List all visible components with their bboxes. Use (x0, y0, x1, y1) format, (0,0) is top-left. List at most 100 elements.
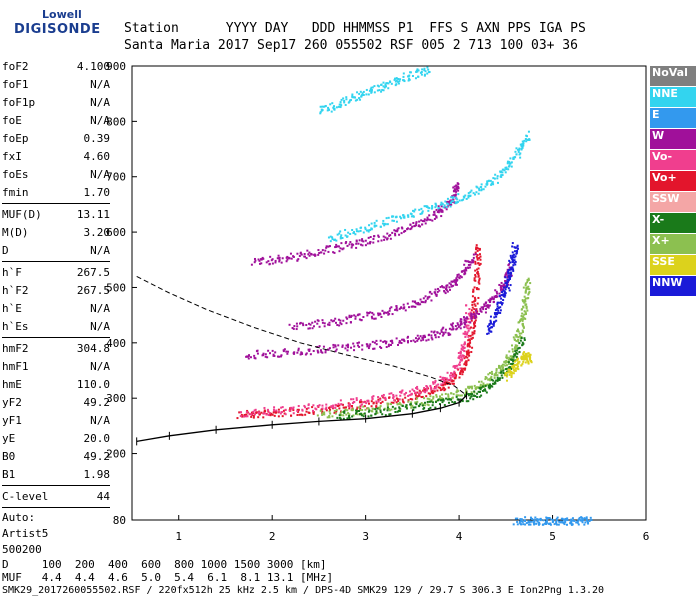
echo-point (459, 327, 462, 330)
echo-point (514, 263, 517, 266)
echo-point (441, 393, 444, 396)
echo-point (483, 303, 486, 306)
echo-point (367, 402, 370, 405)
echo-point (464, 388, 467, 391)
echo-point (422, 390, 425, 393)
echo-point (377, 234, 380, 237)
echo-point (451, 195, 454, 198)
echo-point (496, 307, 499, 310)
echo-point (454, 201, 457, 204)
echo-point (324, 104, 327, 107)
echo-point (588, 519, 591, 522)
echo-point (504, 171, 507, 174)
echo-point (408, 74, 411, 77)
echo-point (288, 323, 291, 326)
echo-point (461, 348, 464, 351)
echo-point (505, 166, 508, 169)
echo-point (276, 355, 279, 358)
echo-point (457, 193, 460, 196)
echo-point (354, 99, 357, 102)
echo-point (469, 341, 472, 344)
echo-point (517, 362, 520, 365)
echo-point (503, 374, 506, 377)
echo-point (474, 279, 477, 282)
echo-point (344, 408, 347, 411)
echo-point (536, 518, 539, 521)
echo-point (465, 355, 468, 358)
echo-point (517, 368, 520, 371)
echo-point (573, 519, 576, 522)
echo-point (358, 239, 361, 242)
echo-point (471, 306, 474, 309)
echo-point (289, 252, 292, 255)
echo-point (450, 201, 453, 204)
echo-point (456, 185, 459, 188)
echo-point (292, 255, 295, 258)
echo-point (489, 321, 492, 324)
echo-point (458, 355, 461, 358)
echo-point (492, 382, 495, 385)
echo-point (463, 318, 466, 321)
echo-point (367, 236, 370, 239)
echo-point (460, 276, 463, 279)
echo-point (338, 103, 341, 106)
echo-point (362, 401, 365, 404)
echo-point (517, 336, 520, 339)
param-row: h`F 267.5 (2, 264, 110, 282)
echo-point (381, 394, 384, 397)
echo-point (471, 301, 474, 304)
echo-point (515, 153, 518, 156)
echo-point (461, 354, 464, 357)
echo-point (367, 93, 370, 96)
echo-point (403, 306, 406, 309)
echo-point (282, 409, 285, 412)
profile-dashed-line (136, 275, 467, 396)
echo-point (464, 194, 467, 197)
echo-point (395, 77, 398, 80)
echo-point (355, 412, 358, 415)
param-name: hmF1 (2, 360, 29, 373)
param-name: B0 (2, 450, 16, 463)
echo-point (413, 389, 416, 392)
echo-point (478, 282, 481, 285)
echo-point (468, 351, 471, 354)
echo-point (394, 77, 397, 80)
echo-point (418, 392, 421, 395)
echo-point (395, 79, 398, 82)
echo-point (384, 223, 387, 226)
echo-point (378, 407, 381, 410)
echo-point (410, 213, 413, 216)
echo-point (518, 147, 521, 150)
echo-point (434, 206, 437, 209)
echo-point (435, 384, 438, 387)
echo-point (452, 198, 455, 201)
echo-point (507, 358, 510, 361)
echo-point (322, 345, 325, 348)
echo-point (504, 280, 507, 283)
echo-point (371, 86, 374, 89)
echo-point (327, 323, 330, 326)
echo-point (521, 315, 524, 318)
echo-point (449, 205, 452, 208)
echo-point (452, 190, 455, 193)
echo-point (369, 242, 372, 245)
echo-point (331, 406, 334, 409)
echo-point (570, 519, 573, 522)
echo-point (525, 288, 528, 291)
echo-point (334, 246, 337, 249)
echo-point (501, 367, 504, 370)
echo-point (369, 229, 372, 232)
echo-point (423, 218, 426, 221)
echo-point (470, 309, 473, 312)
echo-point (500, 170, 503, 173)
echo-point (328, 321, 331, 324)
echo-point (474, 319, 477, 322)
echo-point (435, 394, 438, 397)
echo-point (468, 266, 471, 269)
echo-point (319, 105, 322, 108)
echo-point (351, 415, 354, 418)
echo-point (524, 291, 527, 294)
echo-point (308, 254, 311, 257)
echo-point (327, 348, 330, 351)
echo-point (436, 331, 439, 334)
